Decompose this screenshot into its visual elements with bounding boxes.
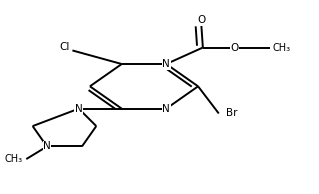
Text: N: N bbox=[75, 104, 83, 114]
Text: N: N bbox=[162, 104, 170, 114]
Text: O: O bbox=[231, 42, 239, 53]
Text: N: N bbox=[43, 141, 51, 152]
Text: N: N bbox=[162, 59, 170, 69]
Text: CH₃: CH₃ bbox=[5, 154, 23, 164]
Text: O: O bbox=[197, 15, 205, 25]
Text: Cl: Cl bbox=[59, 42, 70, 52]
Text: CH₃: CH₃ bbox=[273, 42, 291, 53]
Text: Br: Br bbox=[226, 108, 237, 119]
